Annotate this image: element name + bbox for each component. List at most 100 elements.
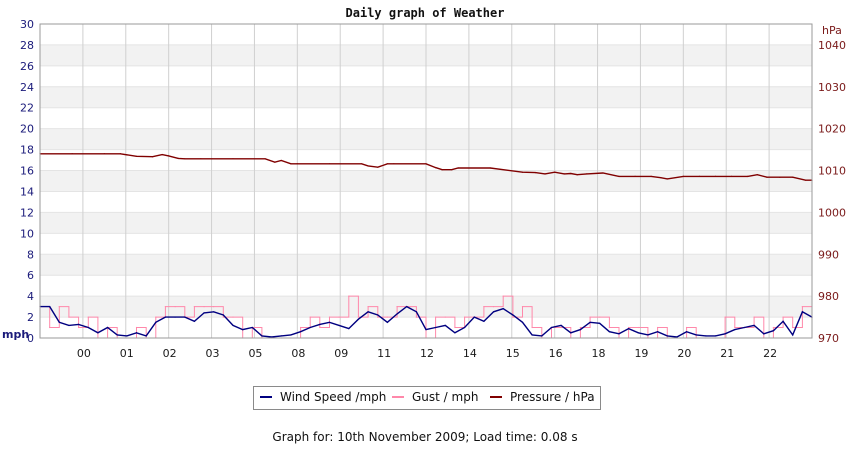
series-point-1 <box>608 326 610 329</box>
series-point-1 <box>155 316 157 318</box>
series-point-1 <box>78 326 80 329</box>
series-point-1 <box>782 316 784 318</box>
series-point-1 <box>135 326 138 329</box>
legend-item-gust: Gust / mph <box>392 390 478 404</box>
series-point-0 <box>222 314 224 316</box>
series-point-0 <box>242 329 244 331</box>
legend-label-gust: Gust / mph <box>412 390 479 404</box>
series-point-0 <box>666 335 668 337</box>
series-point-0 <box>68 324 70 327</box>
series-point-0 <box>251 326 253 329</box>
series-point-1 <box>444 316 446 318</box>
series-point-2 <box>544 173 546 175</box>
series-point-1 <box>521 306 524 308</box>
x-tick-label: 02 <box>163 347 177 360</box>
series-point-1 <box>222 316 224 318</box>
series-point-1 <box>164 306 167 308</box>
x-tick-label: 08 <box>291 347 305 360</box>
series-point-2 <box>804 179 807 181</box>
left-tick-label: 10 <box>20 227 34 240</box>
series-point-0 <box>203 312 205 314</box>
x-tick-label: 19 <box>634 347 648 360</box>
series-point-0 <box>473 316 475 318</box>
legend-item-pressure: Pressure / hPa <box>490 390 595 404</box>
series-point-0 <box>97 332 99 334</box>
series-point-1 <box>68 316 70 318</box>
series-point-2 <box>634 175 636 177</box>
series-point-0 <box>628 327 630 330</box>
right-tick-label: 1010 <box>818 165 846 178</box>
series-point-2 <box>521 171 524 173</box>
legend-label-pressure: Pressure / hPa <box>510 390 595 404</box>
series-point-2 <box>563 173 565 175</box>
series-point-2 <box>280 159 282 162</box>
right-tick-labels: 970 980 990 1000 1010 1020 1030 1040 <box>818 39 846 345</box>
series-point-2 <box>393 163 395 165</box>
right-tick-label: 1040 <box>818 39 846 52</box>
series-point-0 <box>58 321 60 323</box>
series-point-2 <box>766 176 768 178</box>
series-point-1 <box>319 326 321 329</box>
series-line-2 <box>40 153 812 181</box>
left-tick-label: 26 <box>20 60 34 73</box>
right-tick-label: 1020 <box>818 123 846 136</box>
series-point-1 <box>464 316 466 318</box>
series-point-0 <box>290 334 292 336</box>
x-tick-label: 00 <box>77 347 91 360</box>
right-tick-label: 1000 <box>818 206 846 219</box>
series-point-1 <box>772 326 775 329</box>
left-axis-unit: mph <box>2 328 29 341</box>
series-point-2 <box>489 167 491 169</box>
chart-title: Daily graph of Weather <box>346 6 505 20</box>
series-point-0 <box>367 311 369 313</box>
series-point-1 <box>435 316 437 318</box>
series-point-1 <box>657 326 659 329</box>
series-point-2 <box>328 163 331 165</box>
series-point-1 <box>87 316 89 318</box>
series-point-1 <box>193 306 195 308</box>
right-tick-label: 980 <box>818 290 839 303</box>
series-point-0 <box>415 311 417 313</box>
series-point-0 <box>541 335 543 337</box>
series-point-1 <box>502 295 504 297</box>
series-point-0 <box>309 326 311 329</box>
right-tick-label: 990 <box>818 248 839 261</box>
series-point-0 <box>618 333 620 335</box>
series-point-0 <box>724 333 726 335</box>
x-tick-label: 03 <box>206 347 220 360</box>
left-tick-label: 16 <box>20 165 34 178</box>
series-point-0 <box>135 332 138 334</box>
series-point-1 <box>512 316 514 318</box>
series-point-0 <box>406 306 408 308</box>
left-tick-label: 2 <box>27 311 34 324</box>
series-point-1 <box>49 326 51 329</box>
series-point-2 <box>618 175 620 177</box>
series-point-2 <box>441 169 443 171</box>
series-point-2 <box>386 163 388 165</box>
x-tick-label: 22 <box>763 347 777 360</box>
series-point-2 <box>698 175 701 177</box>
series-point-1 <box>328 316 331 318</box>
series-point-0 <box>299 331 302 333</box>
series-point-1 <box>454 326 456 329</box>
series-point-2 <box>168 155 170 157</box>
footer-status: Graph for: 10th November 2009; Load time… <box>272 430 578 444</box>
legend-label-wind: Wind Speed /mph <box>280 390 387 404</box>
series-point-0 <box>319 323 321 325</box>
series-point-0 <box>396 313 398 315</box>
series-point-2 <box>660 177 662 179</box>
left-tick-label: 4 <box>27 290 34 303</box>
x-tick-label: 15 <box>506 347 520 360</box>
legend-swatch-pressure <box>490 396 502 398</box>
series-point-2 <box>71 153 73 155</box>
x-tick-label: 16 <box>549 347 563 360</box>
right-axis-unit: hPa <box>822 24 842 37</box>
x-tick-label: 12 <box>420 347 434 360</box>
series-point-0 <box>357 318 360 320</box>
x-tick-label: 20 <box>677 347 691 360</box>
series-point-1 <box>367 306 369 308</box>
series-point-0 <box>184 316 186 318</box>
vertical-gridlines <box>82 24 770 338</box>
series-point-1 <box>560 326 562 329</box>
series-point-1 <box>579 326 582 329</box>
